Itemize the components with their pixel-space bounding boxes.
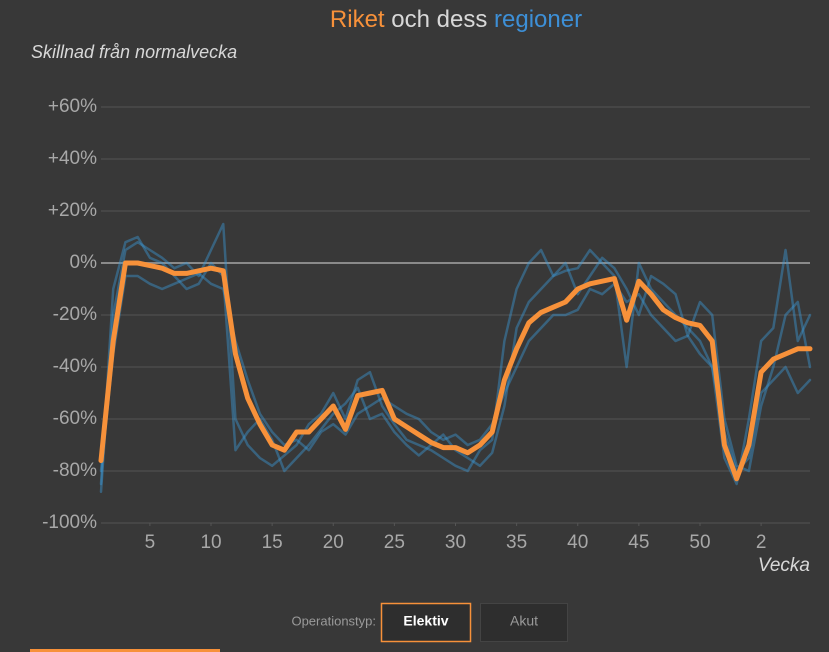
region-line (99, 272, 812, 473)
y-tick-label: +60% (48, 96, 97, 117)
x-tick-label: 35 (506, 532, 527, 553)
x-tick-label: 40 (567, 532, 588, 553)
national-line (98, 260, 813, 482)
x-tick-label: 15 (262, 532, 283, 553)
button-akut[interactable] (480, 603, 568, 642)
plot: +60% +40% +20% 0% -20% -40% -60% -80% -100% 5 10 15… (42, 96, 813, 553)
x-tick-label: 50 (689, 532, 710, 553)
x-tick-label: 5 (145, 532, 156, 553)
y-tick-label: -20% (53, 304, 97, 325)
chart-title: Riket och dess regioner (330, 6, 582, 33)
title-part: regioner (494, 6, 582, 33)
y-tick-label: -40% (53, 356, 97, 377)
x-axis-label: Vecka (758, 555, 810, 576)
x-tick-label: 30 (445, 532, 466, 553)
x-tick-label: 20 (323, 532, 344, 553)
x-tick-label: 45 (628, 532, 649, 553)
button-elektiv[interactable] (380, 602, 472, 643)
y-tick-label: -60% (53, 408, 97, 429)
y-axis-label: Skillnad från normalvecka (31, 42, 237, 62)
title-part: Riket (330, 6, 385, 33)
y-tick-label: -80% (53, 460, 97, 481)
y-tick-label: 0% (70, 252, 98, 273)
y-tick-label: +20% (48, 200, 97, 221)
x-tick-label: 2 (756, 532, 767, 553)
button-label[interactable]: Elektiv (403, 613, 448, 629)
title-part: och dess (391, 6, 487, 33)
tab-indicator (30, 649, 220, 652)
y-tick-label: +40% (48, 148, 97, 169)
y-tick-label: -100% (42, 512, 97, 533)
button-label[interactable]: Akut (510, 613, 538, 629)
region-line (99, 222, 812, 494)
x-tick-label: 10 (200, 532, 221, 553)
control-label: Operationstyp: (291, 613, 376, 628)
x-tick-label: 25 (384, 532, 405, 553)
